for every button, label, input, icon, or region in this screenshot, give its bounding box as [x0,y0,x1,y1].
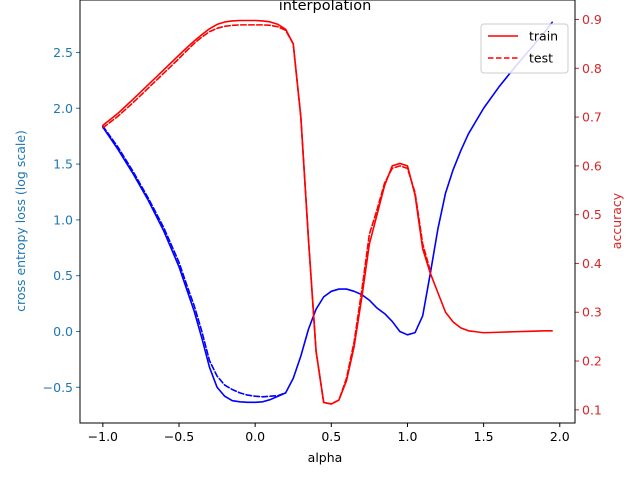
x-tick-label: 0.5 [321,429,341,444]
y-right-tick-label: 0.6 [582,158,602,173]
y-right-tick-label: 0.4 [582,256,602,271]
x-tick-label: −1.0 [88,429,118,444]
y-right-tick-label: 0.5 [582,207,602,222]
y-axis-right-label: accuracy [609,192,624,249]
y-right-tick-label: 0.3 [582,305,602,320]
y-axis-left-label: cross entropy loss (log scale) [13,130,28,312]
x-tick-label: −0.5 [164,429,194,444]
y-left-tick-label: −0.5 [43,380,73,395]
test-loss-line [102,125,287,398]
x-tick-label: 0.0 [245,429,265,444]
series-layer [102,19,553,405]
plot-frame [79,0,576,424]
y-right-tick-label: 0.9 [582,12,602,27]
x-tick-label: 2.0 [550,429,570,444]
y-left-tick-label: 1.5 [53,157,73,172]
y-left-tick-label: 2.5 [53,45,73,60]
y-left-tick-label: 1.0 [53,212,73,227]
y-right-tick-label: 0.1 [582,402,602,417]
x-tick-label: 1.5 [474,429,494,444]
x-tick-label: 1.0 [398,429,418,444]
y-right-tick-label: 0.2 [582,354,602,369]
x-axis-label: alpha [308,450,343,465]
chart-title: interpolation [279,0,372,14]
ticks-layer: −1.0 −0.5 0.0 0.5 1.0 1.5 2.0 −0.5 0.0 0.5 1.0 1.5 2… [43,12,602,444]
legend: train test [480,23,569,74]
train-loss-line [102,21,553,404]
y-right-tick-label: 0.8 [582,61,602,76]
y-left-tick-label: 0.0 [53,324,73,339]
test-accuracy-line [102,24,432,405]
y-left-tick-label: 0.5 [53,268,73,283]
train-accuracy-line [102,19,553,405]
y-left-tick-label: 2.0 [53,101,73,116]
legend-label-test: test [529,51,553,66]
y-right-tick-label: 0.7 [582,110,602,125]
legend-label-train: train [529,29,558,44]
